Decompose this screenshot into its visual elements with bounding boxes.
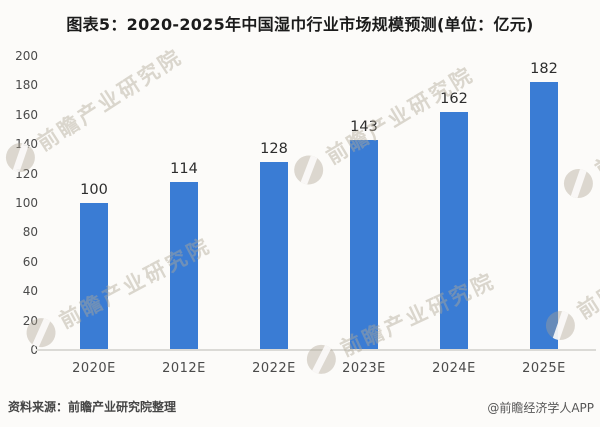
- y-tick-label: 140: [15, 137, 38, 152]
- x-tick-label: 2023E: [342, 361, 386, 376]
- bar-2023E: [350, 139, 378, 350]
- bar-column: 100: [49, 56, 139, 350]
- credit-note: @前瞻经济学人APP: [487, 401, 594, 415]
- y-tick-label: 160: [15, 107, 38, 122]
- bar-2025E: [530, 82, 558, 350]
- x-tick-label: 2024E: [432, 361, 476, 376]
- bar-value-label: 182: [530, 61, 558, 78]
- y-tick-label: 20: [22, 313, 38, 328]
- bar-value-label: 100: [80, 182, 108, 198]
- x-axis-line: [36, 349, 596, 351]
- bar-column: 128: [229, 56, 319, 350]
- x-tick-label: 2012E: [162, 361, 206, 376]
- y-axis: 0 20 40 60 80 100 120 140 160 180 200: [0, 49, 38, 357]
- y-tick-label: 180: [15, 78, 38, 93]
- watermark-text: 前瞻产业研究院: [591, 70, 600, 182]
- y-tick-label: 200: [15, 49, 38, 63]
- bar-column: 143: [319, 56, 409, 350]
- bar-2024E: [440, 111, 468, 350]
- plot-area: 100 114 128 143 162 182: [49, 56, 589, 350]
- x-tick-label: 2025E: [522, 361, 566, 376]
- y-tick-label: 40: [22, 284, 38, 299]
- bar-value-label: 143: [350, 118, 378, 135]
- bar-value-label: 128: [260, 140, 288, 157]
- x-tick-label: 2022E: [252, 361, 296, 376]
- y-tick-label: 60: [22, 254, 38, 269]
- y-tick-label: 100: [15, 196, 38, 210]
- x-axis-labels: 2020E 2012E 2022E 2023E 2024E 2025E: [49, 361, 589, 376]
- bar-value-label: 114: [170, 161, 198, 178]
- bar-value-label: 162: [440, 90, 468, 107]
- bar-column: 182: [499, 56, 589, 350]
- bar-2012E: [170, 182, 198, 350]
- page-title: 图表5：2020-2025年中国湿巾行业市场规模预测(单位：亿元): [66, 15, 534, 34]
- bar-2020E: [80, 203, 108, 350]
- x-tick-label: 2020E: [72, 361, 116, 376]
- bar-column: 114: [139, 56, 229, 350]
- bar-2022E: [260, 161, 288, 350]
- y-tick-label: 80: [22, 225, 38, 240]
- y-tick-label: 120: [15, 166, 38, 181]
- y-tick-label: 0: [30, 343, 38, 357]
- bar-column: 162: [409, 56, 499, 350]
- source-note: 资料来源：前瞻产业研究院整理: [8, 400, 177, 414]
